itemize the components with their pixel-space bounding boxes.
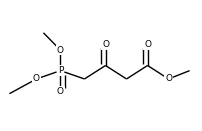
Text: O: O bbox=[33, 74, 40, 83]
Text: O: O bbox=[143, 40, 150, 49]
Text: P: P bbox=[58, 66, 63, 75]
Text: O: O bbox=[57, 87, 64, 96]
Text: O: O bbox=[164, 74, 171, 83]
Text: O: O bbox=[57, 46, 64, 55]
Text: O: O bbox=[101, 40, 108, 49]
